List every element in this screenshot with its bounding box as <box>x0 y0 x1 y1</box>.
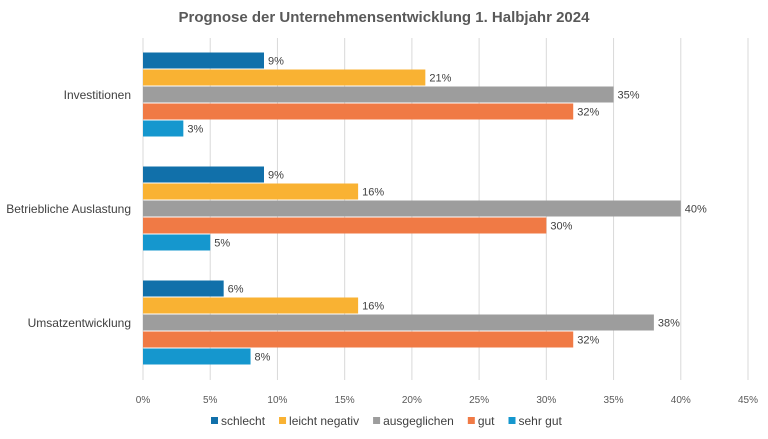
legend-label: leicht negativ <box>289 414 359 428</box>
data-label: 32% <box>577 335 599 347</box>
data-label: 30% <box>550 221 572 233</box>
data-label: 9% <box>268 56 284 68</box>
data-label: 8% <box>255 352 271 364</box>
bar <box>143 280 224 297</box>
data-label: 16% <box>362 301 384 313</box>
x-tick-label: 15% <box>335 395 355 406</box>
legend-swatch <box>508 417 516 424</box>
x-tick-label: 10% <box>267 395 287 406</box>
legend-swatch <box>373 417 381 424</box>
legend-label: schlecht <box>221 414 266 428</box>
bar <box>143 217 547 234</box>
bar <box>143 314 654 331</box>
data-label: 6% <box>228 284 244 296</box>
bar <box>143 348 251 365</box>
x-tick-label: 45% <box>738 395 758 406</box>
x-tick-label: 0% <box>136 395 151 406</box>
bar <box>143 52 264 69</box>
bar <box>143 69 426 86</box>
chart-title: Prognose der Unternehmensentwicklung 1. … <box>179 9 591 26</box>
x-tick-label: 20% <box>402 395 422 406</box>
bar <box>143 103 574 120</box>
legend-label: gut <box>478 414 495 428</box>
legend-swatch <box>279 417 287 424</box>
bar <box>143 166 264 183</box>
category-label: Umsatzentwicklung <box>28 316 131 330</box>
data-label: 32% <box>577 107 599 119</box>
data-label: 5% <box>214 238 230 250</box>
bar <box>143 200 681 217</box>
data-label: 3% <box>187 124 203 136</box>
category-label: Investitionen <box>64 88 131 102</box>
bar <box>143 120 184 137</box>
bar <box>143 297 359 314</box>
bar <box>143 86 614 103</box>
data-label: 21% <box>429 73 451 85</box>
data-label: 35% <box>618 90 640 102</box>
x-tick-label: 30% <box>536 395 556 406</box>
legend-swatch <box>467 417 475 424</box>
legend-swatch <box>211 417 218 424</box>
bar <box>143 183 359 200</box>
bar <box>143 331 574 348</box>
data-label: 38% <box>658 318 680 330</box>
x-tick-label: 35% <box>604 395 624 406</box>
data-label: 9% <box>268 170 284 182</box>
data-label: 40% <box>685 204 707 216</box>
category-label: Betriebliche Auslastung <box>6 202 131 216</box>
data-label: 16% <box>362 187 384 199</box>
bar <box>143 234 211 251</box>
legend-label: ausgeglichen <box>383 414 454 428</box>
legend-label: sehr gut <box>519 414 563 428</box>
x-tick-label: 25% <box>469 395 489 406</box>
x-tick-label: 40% <box>671 395 691 406</box>
x-tick-label: 5% <box>203 395 218 406</box>
